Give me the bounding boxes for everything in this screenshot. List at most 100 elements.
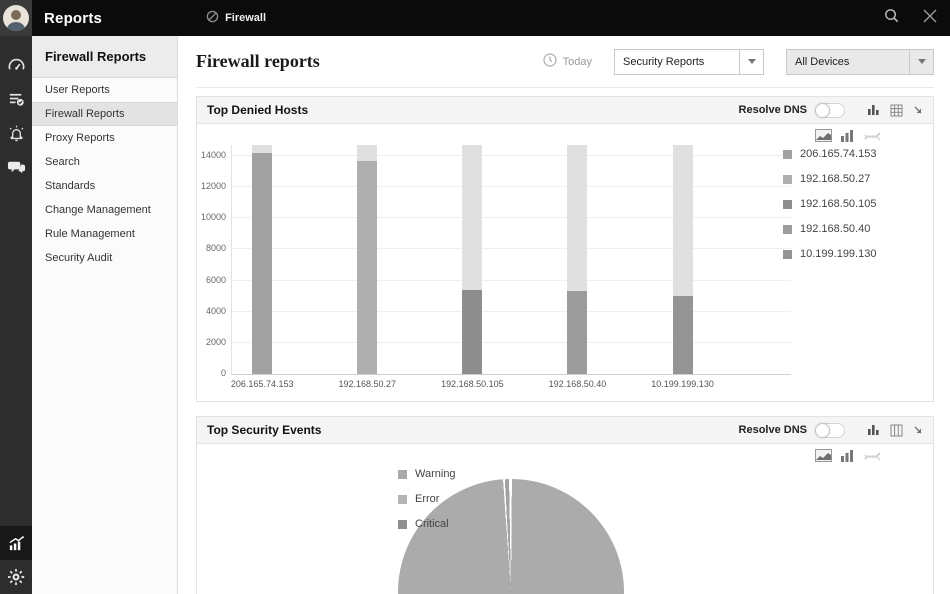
legend-label: 192.168.50.40: [800, 223, 871, 235]
legend-label: Warning: [415, 468, 456, 480]
panel-header: Top Denied Hosts Resolve DNS: [197, 97, 933, 124]
chart-bar[interactable]: [357, 145, 378, 374]
legend-item[interactable]: 192.168.50.40: [783, 223, 925, 235]
tab-label: Firewall: [225, 12, 267, 24]
area-chart-icon[interactable]: [815, 129, 832, 147]
bar-chart-icon[interactable]: [867, 104, 880, 116]
sidebar-item-firewall-reports[interactable]: Firewall Reports: [32, 102, 177, 126]
time-range[interactable]: Today: [543, 53, 592, 70]
report-type-dropdown[interactable]: Security Reports: [614, 48, 764, 75]
gridline: [232, 186, 791, 188]
gridline: [232, 279, 791, 281]
legend-label: Error: [415, 493, 440, 505]
legend-swatch: [398, 469, 407, 479]
legend-label: 192.168.50.27: [800, 173, 871, 185]
bar-legend: 206.165.74.153 192.168.50.27 192.168.50.10…: [783, 148, 925, 260]
export-icon[interactable]: [913, 425, 923, 435]
area-chart-icon[interactable]: [815, 449, 832, 467]
legend-swatch: [783, 199, 792, 209]
resolve-dns-toggle[interactable]: [815, 102, 845, 118]
legend-item[interactable]: Error: [398, 493, 506, 505]
table-icon[interactable]: [890, 424, 903, 437]
close-icon[interactable]: [922, 8, 938, 29]
legend-item[interactable]: Warning: [398, 468, 506, 480]
report-type-value: Security Reports: [623, 55, 705, 68]
icon-rail: [0, 36, 32, 594]
bar-chart-icon[interactable]: [867, 424, 880, 436]
chart-bar[interactable]: [567, 145, 588, 374]
clock-icon: [543, 53, 557, 70]
chevron-down-icon: [909, 49, 933, 74]
chart-type-switcher: [815, 129, 881, 147]
chat-bubbles-icon[interactable]: [0, 150, 32, 184]
app-title: Reports: [44, 9, 103, 27]
bar-chart-icon[interactable]: [840, 449, 856, 467]
report-list-icon[interactable]: [0, 82, 32, 116]
bar-value: [462, 289, 483, 374]
device-value: All Devices: [795, 55, 850, 68]
bar-chart-icon[interactable]: [840, 129, 856, 147]
sidebar-item-security-audit[interactable]: Security Audit: [45, 252, 113, 264]
legend-item[interactable]: 10.199.199.130: [783, 248, 925, 260]
x-axis-label: 192.168.50.27: [338, 379, 397, 389]
legend-item[interactable]: 192.168.50.27: [783, 173, 925, 185]
sidebar-item-proxy-reports[interactable]: Proxy Reports: [45, 132, 115, 144]
x-axis-label: 192.168.50.105: [441, 379, 504, 389]
legend-item[interactable]: Critical: [398, 518, 506, 530]
device-dropdown[interactable]: All Devices: [786, 48, 934, 75]
legend-swatch: [783, 149, 792, 159]
panel-top-denied-hosts: Top Denied Hosts Resolve DNS: [196, 96, 934, 402]
y-axis-tick: 4000: [205, 305, 226, 316]
resolve-dns-toggle[interactable]: [815, 422, 845, 438]
legend-swatch: [398, 519, 407, 529]
pie-legend: Warning Error Critical: [398, 468, 506, 594]
line-chart-icon[interactable]: [864, 129, 881, 147]
chart-bar[interactable]: [462, 145, 483, 374]
chevron-down-icon: [739, 49, 763, 74]
settings-gear-icon[interactable]: [0, 560, 32, 594]
x-axis-label: 10.199.199.130: [651, 379, 714, 389]
x-axis-label: 206.165.74.153: [230, 379, 294, 389]
tab-firewall[interactable]: Firewall: [206, 10, 266, 26]
chart-bar[interactable]: [252, 145, 273, 374]
main-content: Firewall reports Today Security Reports …: [178, 36, 950, 594]
toggle-knob: [815, 422, 830, 438]
y-axis-tick: 2000: [205, 336, 226, 347]
legend-item[interactable]: 192.168.50.105: [783, 198, 925, 210]
sidebar: Firewall Reports User Reports Firewall R…: [32, 36, 178, 594]
y-axis-tick: 12000: [200, 181, 226, 192]
x-axis-label: 192.168.50.40: [548, 379, 607, 389]
legend-swatch: [783, 174, 792, 184]
search-icon[interactable]: [883, 7, 900, 29]
gridline: [232, 341, 791, 343]
gridline: [232, 310, 791, 312]
legend-label: Critical: [415, 518, 449, 530]
main-header: Firewall reports Today Security Reports …: [196, 36, 934, 88]
chart-bar[interactable]: [672, 145, 693, 374]
user-avatar[interactable]: [0, 0, 32, 36]
bar-chart-plot: 0 2000 4000 6000 8000 10000 12000 14000 206.165.…: [201, 145, 791, 389]
avatar-image: [3, 5, 29, 31]
sidebar-item-user-reports[interactable]: User Reports: [45, 84, 110, 96]
legend-label: 10.199.199.130: [800, 248, 877, 260]
dashboard-gauge-icon[interactable]: [0, 48, 32, 82]
bar-value: [672, 296, 693, 374]
sidebar-item-rule-management[interactable]: Rule Management: [45, 228, 135, 240]
alarm-bell-icon[interactable]: [0, 116, 32, 150]
gridline: [232, 248, 791, 250]
topbar: Reports Firewall: [0, 0, 950, 36]
page-title: Firewall reports: [196, 51, 320, 71]
toggle-knob: [815, 102, 830, 118]
table-icon[interactable]: [890, 104, 903, 117]
legend-item[interactable]: 206.165.74.153: [783, 148, 925, 160]
sidebar-item-search[interactable]: Search: [45, 156, 80, 168]
sidebar-item-standards[interactable]: Standards: [45, 180, 96, 192]
panel-title: Top Denied Hosts: [207, 103, 309, 117]
sidebar-item-change-management[interactable]: Change Management: [45, 204, 151, 216]
analytics-chart-icon[interactable]: [0, 526, 32, 560]
resolve-dns-label: Resolve DNS: [738, 104, 807, 116]
sidebar-title: Firewall Reports: [32, 36, 177, 78]
line-chart-icon[interactable]: [864, 449, 881, 467]
panel-top-security-events: Top Security Events Resolve DNS: [196, 416, 934, 594]
export-icon[interactable]: [913, 105, 923, 115]
